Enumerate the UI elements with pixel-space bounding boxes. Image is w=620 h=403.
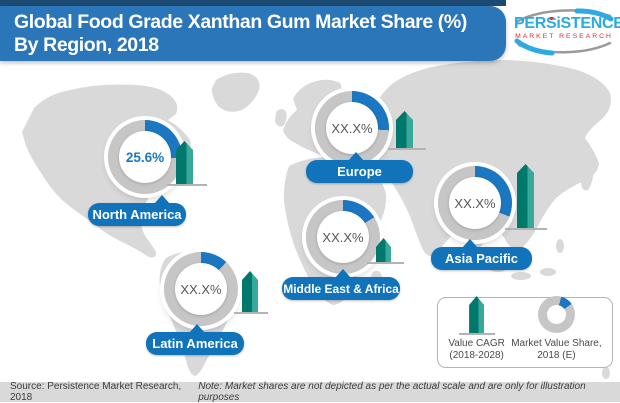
logo-subtitle: MARKET RESEARCH [515, 33, 613, 40]
map-asia [371, 60, 611, 256]
label-pointer [348, 152, 364, 161]
page-title-line2: By Region, 2018 [14, 34, 159, 56]
source-text: Source: Persistence Market Research, 201… [10, 381, 182, 403]
region-label-asia-pacific: Asia Pacific [431, 239, 532, 270]
label-pointer [335, 269, 351, 278]
logo-i-dot [550, 17, 553, 20]
donut-hole: XX.X% [449, 177, 501, 229]
persistence-market-research-logo: PERSiSTENCE MARKET RESEARCH [511, 6, 620, 58]
region-label-text: Latin America [152, 336, 238, 351]
share-value-latin-america: XX.X% [180, 281, 222, 297]
share-value-middle-east-africa: XX.X% [322, 229, 364, 245]
cagr-bar-icon [469, 296, 485, 333]
region-label-middle-east-africa: Middle East & Africa [282, 269, 400, 300]
region-label-europe: Europe [306, 152, 413, 183]
region-label-text: North America [92, 207, 182, 222]
legend-item-cagr: Value CAGR (2018-2028) [448, 296, 505, 362]
logo-brand-i: i [556, 15, 561, 32]
map-greenland [211, 72, 260, 112]
map-indonesia-2 [511, 272, 531, 280]
label-pointer [154, 195, 170, 204]
label-pointer [462, 239, 478, 248]
map-new-zealand-2 [602, 367, 610, 379]
region-label-text: Asia Pacific [445, 251, 518, 266]
logo-brand-pre: PERS [514, 15, 557, 32]
legend-item-share: Market Value Share, 2018 (E) [511, 296, 602, 362]
legend-share-label-line2: 2018 (E) [537, 350, 576, 361]
share-value-north-america: 25.6% [125, 149, 165, 165]
donut-hole: 25.6% [119, 131, 171, 183]
legend-cagr-label-line2: (2018-2028) [449, 350, 504, 361]
cagr-bar-europe [396, 111, 413, 148]
legend-box: Value CAGR (2018-2028) Market Value Shar… [437, 296, 613, 368]
donut-icon [537, 296, 575, 333]
region-label-north-america: North America [88, 195, 186, 226]
page-title-line1: Global Food Grade Xanthan Gum Market Sha… [14, 11, 467, 33]
bar-baseline [505, 228, 547, 230]
region-label-latin-america: Latin America [146, 324, 244, 355]
donut-chart-middle-east-africa: XX.X% [306, 200, 380, 274]
donut-chart-north-america: 25.6% [108, 120, 182, 194]
donut-hole: XX.X% [317, 211, 369, 263]
bar-baseline [458, 333, 495, 335]
region-label-text: Europe [337, 164, 382, 179]
label-pointer [189, 324, 205, 333]
bar-baseline [367, 262, 404, 264]
bar-baseline [388, 148, 426, 150]
map-indonesia-3 [540, 268, 556, 276]
donut-chart-latin-america: XX.X% [164, 252, 238, 326]
share-value-europe: XX.X% [331, 120, 373, 136]
header-top-strip [0, 0, 506, 6]
map-japan [581, 165, 594, 191]
donut-chart-asia-pacific: XX.X% [438, 166, 512, 240]
cagr-bar-north-america [176, 141, 193, 184]
cagr-bar-middle-east-africa [376, 238, 391, 262]
legend-share-label-line1: Market Value Share, [511, 338, 602, 349]
donut-hole: XX.X% [326, 102, 378, 154]
bar-baseline [234, 312, 268, 314]
donut-hole: XX.X% [175, 263, 227, 315]
region-label-text: Middle East & Africa [283, 281, 399, 296]
header-banner: Global Food Grade Xanthan Gum Market Sha… [0, 6, 506, 61]
map-philippines [556, 239, 564, 253]
legend-cagr-label-line1: Value CAGR [448, 338, 505, 349]
cagr-bar-latin-america [242, 271, 258, 312]
map-uk [275, 109, 287, 127]
share-value-asia-pacific: XX.X% [454, 195, 496, 211]
note-text: Note: Market shares are not depicted as … [198, 381, 586, 403]
footer-bar: Source: Persistence Market Research, 201… [0, 381, 620, 403]
logo-swoosh-icon [514, 8, 614, 56]
logo-brand-post: STENCE [560, 15, 620, 32]
donut-hole [546, 305, 566, 324]
cagr-bar-asia-pacific [517, 164, 534, 228]
bar-baseline [167, 184, 207, 186]
logo-brand-text: PERSiSTENCE [514, 15, 620, 33]
